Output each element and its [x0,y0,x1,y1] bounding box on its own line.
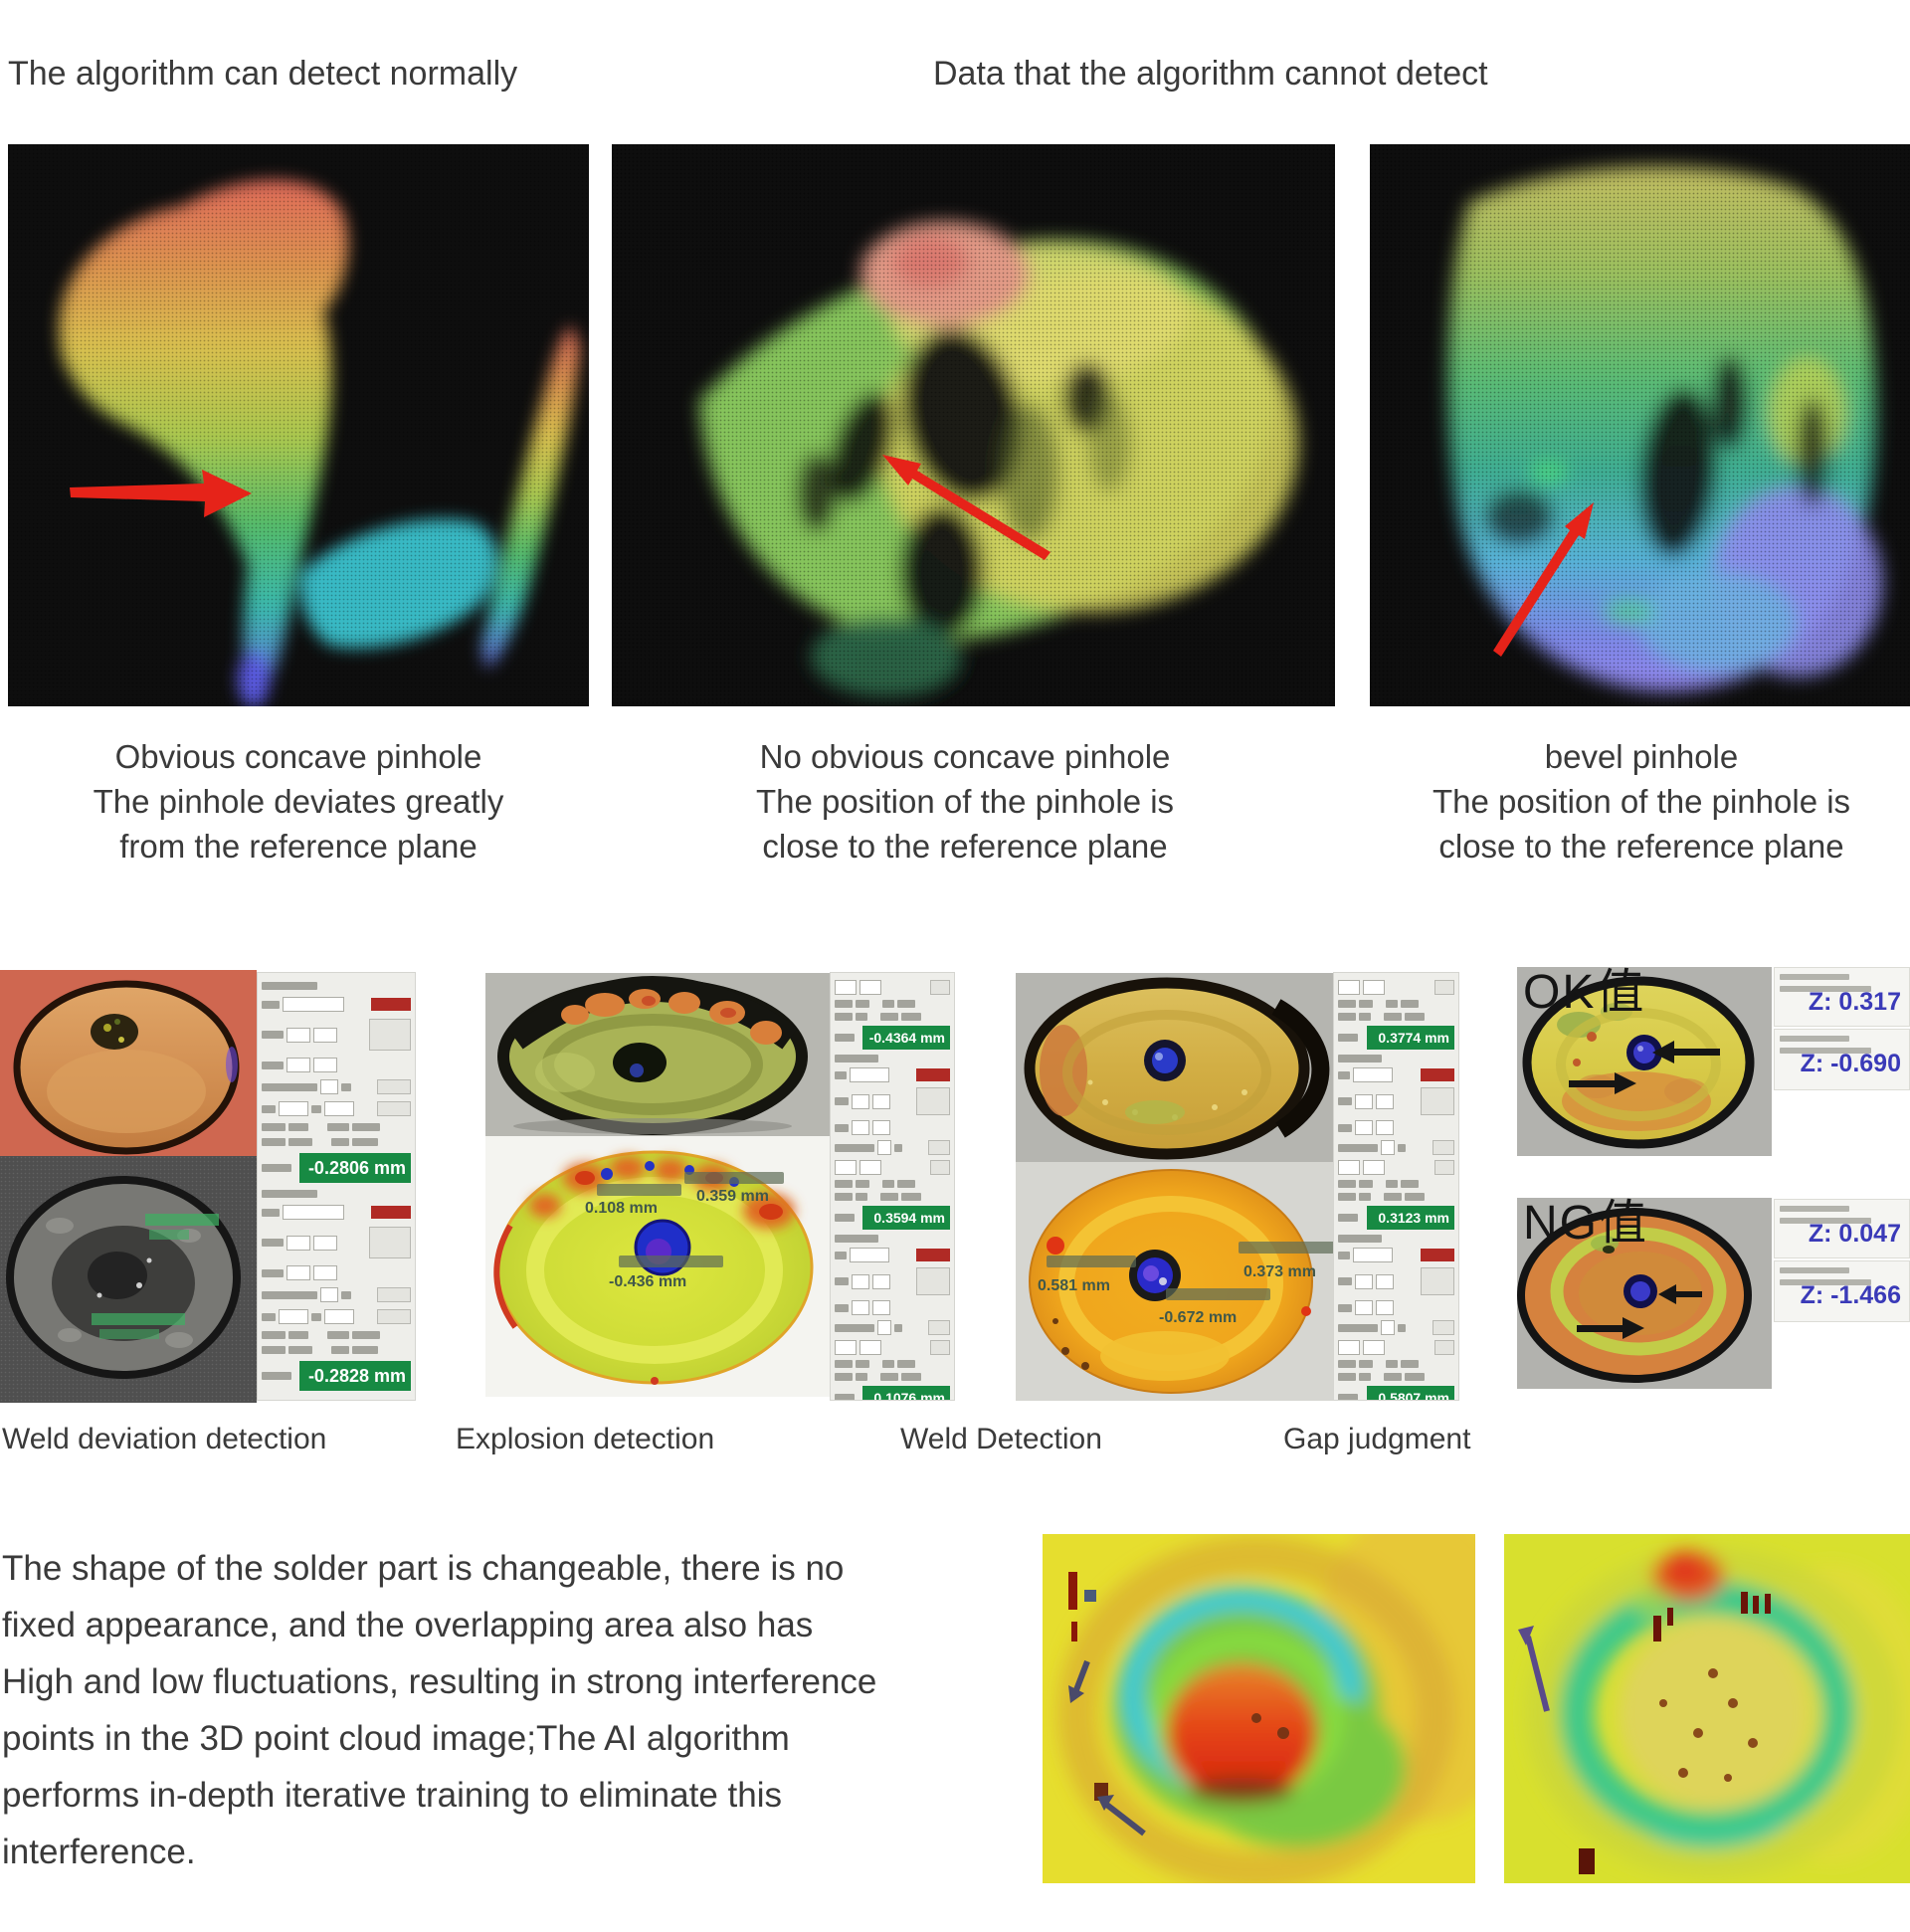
annotation-label-bar [684,1172,784,1184]
pointcloud-bevel-pinhole-figure [1370,144,1910,706]
panel-button [916,1068,950,1081]
panel-button [1434,980,1454,995]
gap-arrow-icon [1569,1041,1720,1094]
ok-value-label: OK值 [1523,966,1646,1019]
annotation-label-bar [597,1184,681,1196]
height-measure-annotation: -0.436 mm [609,1273,687,1290]
panel-button [1434,1340,1454,1355]
panel-button [1421,1087,1454,1115]
panel-button [377,1101,411,1116]
panel-button [930,1160,950,1175]
explosion-photo-top [485,973,830,1136]
caption-line: close to the reference plane [762,828,1168,865]
caption-bevel-pinhole: bevel pinhole The position of the pinhol… [1373,734,1910,869]
measurement-panel-explosion: -0.4364 mm 0.3594 mm 0.1076 mm [830,972,955,1401]
z-value: Z: 0.047 [1808,1220,1901,1248]
panel-button [371,998,411,1011]
ring-heatmap-interference-right [1504,1534,1910,1883]
caption-no-obvious-pinhole: No obvious concave pinhole The position … [696,734,1234,869]
ring-heatmap-interference-left [1043,1534,1475,1883]
panel-button [1432,1320,1454,1335]
measurement-result: 0.3774 mm [1367,1026,1454,1050]
gap-judgment-ng-photo [1517,1198,1772,1389]
pointcloud-obvious-pinhole-figure [8,144,589,706]
measurement-result: 0.3123 mm [1367,1206,1454,1230]
caption-weld-detection: Weld Detection [900,1423,1102,1455]
panel-button [377,1287,411,1302]
defect-arrow-icon [1493,502,1594,657]
panel-button [916,1087,950,1115]
gap-arrow-icon [1577,1284,1702,1339]
panel-button [916,1267,950,1295]
measurement-panel-weld-deviation: -0.2806 mm -0.2828 mm [257,972,416,1401]
annotation-label-bar [1166,1288,1270,1300]
pointcloud-no-obvious-pinhole-figure [612,144,1335,706]
caption-weld-deviation-detection: Weld deviation detection [2,1423,327,1455]
measurement-result: 0.1076 mm [862,1386,950,1400]
header-detect-normally: The algorithm can detect normally [8,55,518,93]
height-measure-annotation: 0.373 mm [1243,1263,1316,1280]
panel-button [1434,1160,1454,1175]
panel-button [1421,1249,1454,1261]
measurement-result: 0.3594 mm [862,1206,950,1230]
caption-line: Obvious concave pinhole [114,738,482,775]
weld-deviation-photo-top [0,970,257,1156]
z-readout-ok-2: Z: -0.690 [1774,1029,1910,1090]
z-value: Z: -1.466 [1800,1281,1901,1309]
weld-deviation-photo-bottom [0,1156,257,1403]
measurement-result: 0.5807 mm [1367,1386,1454,1400]
caption-obvious-pinhole: Obvious concave pinhole The pinhole devi… [30,734,567,869]
caption-gap-judgment: Gap judgment [1283,1423,1471,1455]
panel-button [928,1140,950,1155]
measurement-panel-weld-detection: 0.3774 mm 0.3123 mm 0.5807 mm [1333,972,1459,1401]
rotation-arrow-icon [1525,1636,1550,1712]
panel-button [371,1206,411,1219]
caption-line: close to the reference plane [1438,828,1844,865]
weld-detection-heatmap [1016,1162,1333,1401]
caption-line: bevel pinhole [1544,738,1739,775]
gap-judgment-ok-photo [1517,967,1772,1156]
height-measure-annotation: -0.672 mm [1159,1309,1238,1326]
annotation-label-bar [1047,1256,1136,1267]
defect-arrow-icon [882,455,1050,560]
height-measure-annotation: 0.108 mm [585,1200,658,1217]
panel-button [1421,1267,1454,1295]
annotation-label-bar [1239,1242,1338,1254]
caption-line: The pinhole deviates greatly [93,783,504,820]
z-value: Z: -0.690 [1800,1050,1901,1077]
z-value: Z: 0.317 [1808,988,1901,1016]
defect-arrow-icon [70,470,252,517]
measurement-result: -0.2828 mm [299,1361,411,1391]
panel-button [377,1309,411,1324]
weld-detection-photo-top [1016,973,1333,1162]
header-cannot-detect: Data that the algorithm cannot detect [933,55,1488,93]
measurement-result: -0.2806 mm [299,1153,411,1183]
height-measure-annotation: 0.359 mm [696,1188,769,1205]
panel-button [930,1340,950,1355]
panel-button [1421,1068,1454,1081]
caption-line: The position of the pinhole is [755,783,1175,820]
ng-value-label: NG值 [1523,1197,1649,1250]
caption-line: from the reference plane [119,828,478,865]
panel-button [377,1079,411,1094]
caption-line: No obvious concave pinhole [759,738,1171,775]
height-measure-annotation: 0.581 mm [1038,1277,1110,1294]
panel-button [916,1249,950,1261]
caption-explosion-detection: Explosion detection [456,1423,715,1455]
caption-line: The position of the pinhole is [1432,783,1851,820]
panel-button [928,1320,950,1335]
measurement-result: -0.4364 mm [862,1026,950,1050]
annotation-label-bar [619,1256,723,1267]
panel-button [1432,1140,1454,1155]
z-readout-ok-1: Z: 0.317 [1774,967,1910,1027]
panel-button [930,980,950,995]
z-readout-ng-1: Z: 0.047 [1774,1199,1910,1258]
panel-button [369,1019,411,1051]
body-paragraph: The shape of the solder part is changeab… [2,1549,877,1871]
panel-button [369,1227,411,1258]
z-readout-ng-2: Z: -1.466 [1774,1260,1910,1322]
